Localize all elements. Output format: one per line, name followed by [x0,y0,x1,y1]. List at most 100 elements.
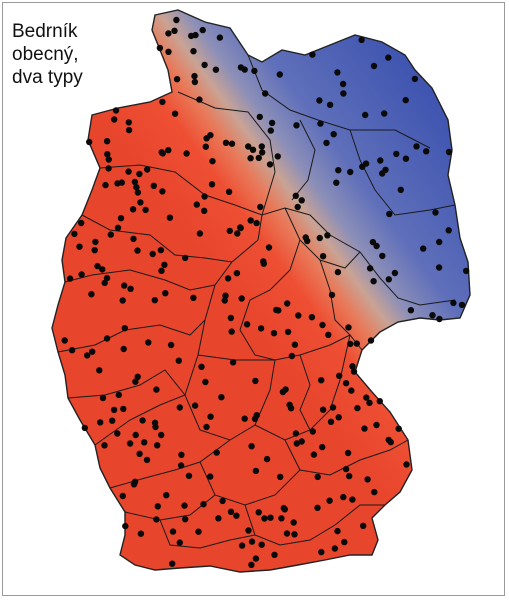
occurrence-point [162,290,169,297]
occurrence-point [121,325,128,332]
occurrence-point [221,297,228,304]
occurrence-point [248,443,255,450]
occurrence-point [166,214,174,221]
occurrence-point [71,230,78,238]
occurrence-point [258,541,265,548]
occurrence-point [195,528,202,535]
occurrence-point [279,388,287,396]
occurrence-point [252,377,259,385]
occurrence-point [66,275,74,282]
occurrence-point [286,401,293,408]
occurrence-point [150,182,157,189]
occurrence-point [153,386,160,393]
occurrence-point [157,246,165,254]
occurrence-point [161,261,168,268]
occurrence-point [328,291,336,299]
occurrence-point [248,561,255,568]
occurrence-point [288,352,296,360]
occurrence-point [130,235,137,243]
occurrence-point [151,297,158,304]
occurrence-point [291,341,299,348]
occurrence-point [165,147,172,154]
occurrence-point [103,335,111,342]
occurrence-point [366,399,373,406]
occurrence-point [182,516,189,523]
occurrence-point [316,97,323,104]
occurrence-point [310,451,318,458]
occurrence-point [377,157,384,164]
occurrence-point [341,538,348,546]
occurrence-point [263,455,271,463]
occurrence-point [318,548,325,556]
occurrence-point [111,116,118,123]
occurrence-point [308,314,316,321]
occurrence-point [309,428,316,435]
occurrence-point [397,186,404,193]
occurrence-point [196,230,204,237]
occurrence-point [225,188,233,195]
occurrence-point [247,217,254,224]
occurrence-point [136,450,143,457]
occurrence-point [120,405,127,413]
title-line-3: dva typy [12,67,83,88]
occurrence-point [347,340,354,348]
occurrence-point [395,425,402,432]
occurrence-point [136,170,143,178]
occurrence-point [224,275,232,282]
occurrence-point [159,188,166,195]
occurrence-point [342,380,350,387]
occurrence-point [134,189,142,196]
occurrence-point [436,315,443,323]
occurrence-point [367,337,375,344]
map-title: Bedrník obecný, dva typy [12,20,83,89]
occurrence-point [261,515,268,522]
occurrence-point [329,404,337,411]
occurrence-point [346,472,353,480]
occurrence-point [309,51,316,58]
occurrence-point [276,71,283,78]
occurrence-point [153,516,160,523]
occurrence-point [265,244,273,251]
occurrence-point [125,126,133,134]
occurrence-point [178,451,185,458]
occurrence-point [91,247,98,254]
occurrence-point [127,285,134,292]
occurrence-point [183,150,190,157]
occurrence-point [402,96,409,104]
occurrence-point [159,98,166,106]
occurrence-point [284,328,292,336]
occurrence-point [119,297,126,304]
occurrence-point [349,363,356,370]
title-line-1: Bedrník [12,21,78,42]
occurrence-point [120,345,127,353]
occurrence-point [347,168,354,176]
occurrence-point [78,271,85,278]
occurrence-point [215,515,222,522]
occurrence-point [144,166,151,173]
occurrence-point [364,476,371,483]
occurrence-point [293,440,300,447]
occurrence-point [200,501,207,508]
occurrence-point [283,530,291,537]
occurrence-point [407,307,415,314]
occurrence-point [366,265,374,272]
occurrence-point [169,560,176,567]
occurrence-point [131,178,139,186]
occurrence-point [255,154,262,162]
occurrence-point [191,72,198,80]
occurrence-point [125,168,132,175]
occurrence-point [142,206,149,214]
occurrence-point [216,34,224,41]
occurrence-point [324,232,331,239]
occurrence-point [229,359,237,366]
occurrence-point [156,44,164,52]
occurrence-point [362,160,370,167]
occurrence-point [274,153,281,160]
occurrence-point [122,522,129,530]
occurrence-point [102,181,109,189]
occurrence-point [292,192,299,199]
occurrence-point [393,150,400,158]
occurrence-point [203,423,210,431]
occurrence-point [238,542,246,549]
occurrence-point [267,514,274,521]
